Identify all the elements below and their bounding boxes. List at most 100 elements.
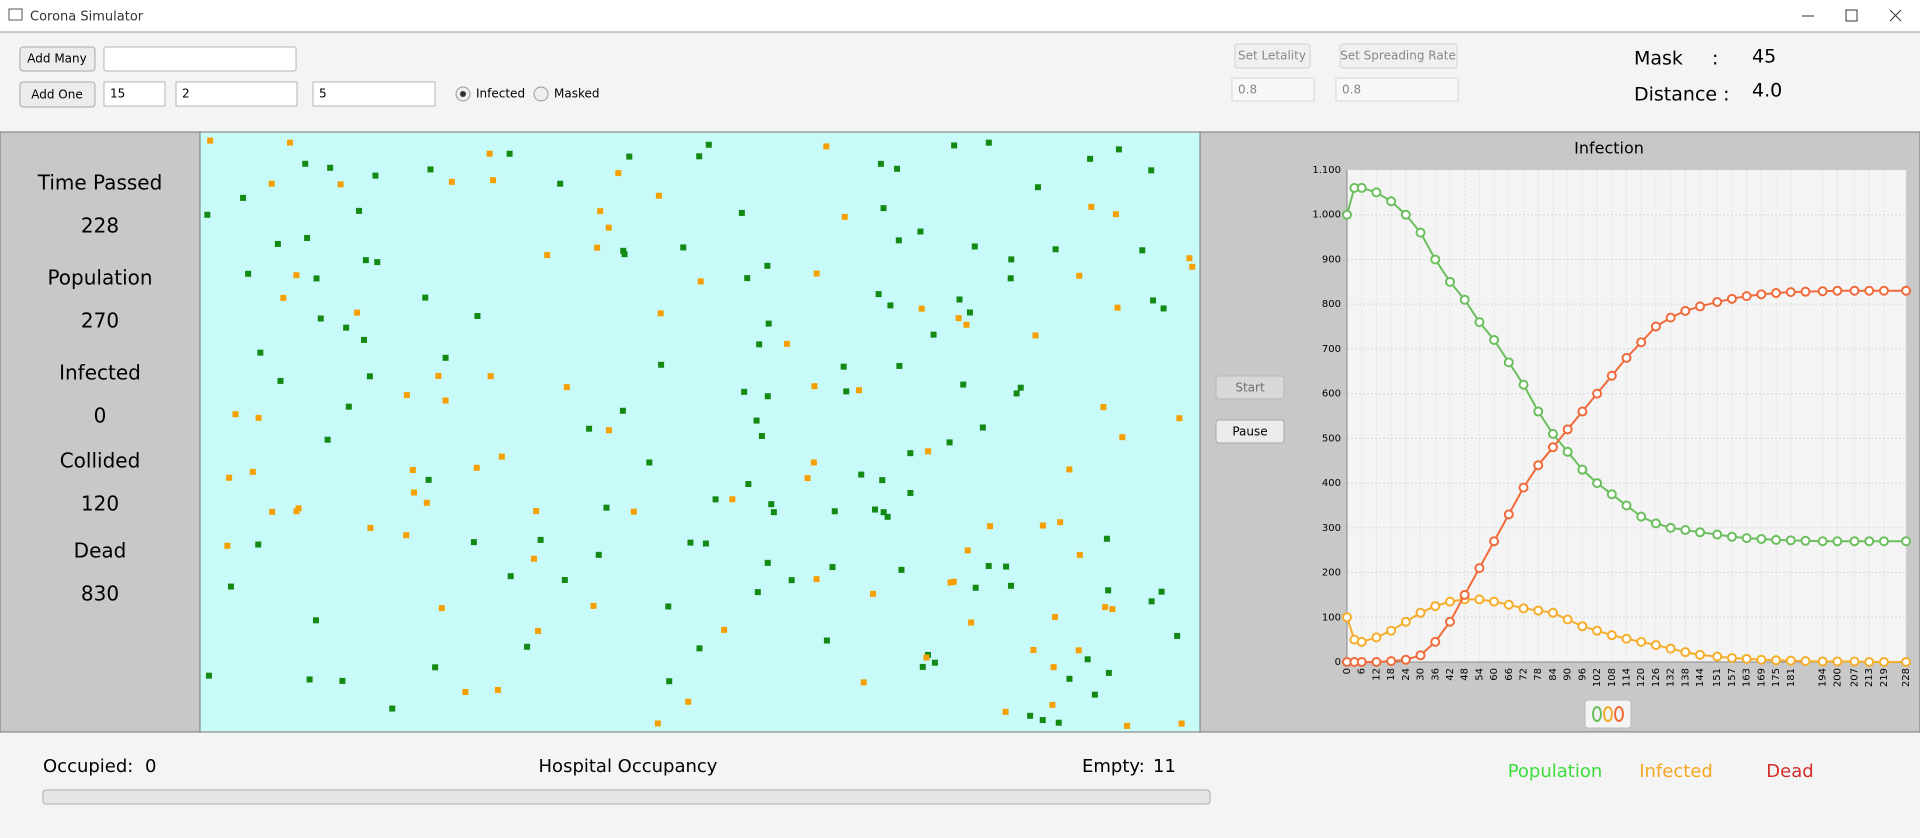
set-letality-button[interactable]: Set Letality	[1234, 43, 1311, 69]
input[interactable]	[1231, 77, 1315, 102]
hospital-title: Hospital Occupancy	[539, 756, 718, 777]
start-button[interactable]: Start	[1215, 375, 1285, 400]
person	[765, 320, 772, 327]
data-point	[1621, 352, 1632, 363]
person	[880, 205, 887, 212]
person	[403, 392, 410, 399]
person	[654, 720, 661, 727]
stat-value: 120	[81, 492, 119, 516]
person	[680, 244, 687, 251]
x-tick-label: 181	[1786, 668, 1797, 687]
data-point	[1849, 656, 1860, 667]
person	[313, 275, 320, 282]
person	[1039, 717, 1046, 724]
input[interactable]	[103, 81, 166, 107]
data-point	[1901, 536, 1911, 547]
person	[362, 257, 369, 264]
data-point	[1771, 534, 1782, 545]
person	[666, 678, 673, 685]
input[interactable]	[312, 81, 436, 107]
person	[586, 425, 593, 432]
person	[972, 584, 979, 591]
person	[879, 477, 886, 484]
data-point	[1430, 601, 1441, 612]
pause-button[interactable]: Pause	[1215, 419, 1285, 444]
person	[950, 578, 957, 585]
data-point	[1832, 656, 1843, 667]
input-value: 0.8	[1342, 83, 1361, 97]
person	[544, 252, 551, 259]
x-tick-label: 219	[1879, 668, 1890, 687]
person	[374, 259, 381, 266]
person	[563, 384, 570, 391]
data-point	[1415, 227, 1426, 238]
person	[425, 476, 432, 483]
person	[705, 141, 712, 148]
data-point	[1680, 525, 1691, 536]
person	[964, 547, 971, 554]
maximize[interactable]	[1845, 9, 1858, 22]
person	[474, 313, 481, 320]
data-point	[1503, 599, 1514, 610]
data-point	[1342, 612, 1352, 623]
person	[963, 321, 970, 328]
data-point	[1518, 482, 1529, 493]
set-spreading-button[interactable]: Set Spreading Rate	[1339, 43, 1458, 69]
data-point	[1832, 285, 1843, 296]
input[interactable]	[1335, 77, 1459, 102]
person	[1160, 305, 1167, 312]
person	[533, 508, 540, 515]
stat-label: Population	[47, 266, 152, 290]
person	[788, 577, 795, 584]
y-tick-label: 700	[1322, 344, 1341, 355]
person	[1075, 647, 1082, 654]
person	[1115, 146, 1122, 153]
person	[898, 566, 905, 573]
person	[605, 427, 612, 434]
button-label: Add Many	[27, 52, 86, 66]
person	[1055, 719, 1062, 726]
add-many-button[interactable]: Add Many	[19, 46, 96, 72]
person	[810, 459, 817, 466]
person	[422, 294, 429, 301]
person	[403, 532, 410, 539]
person	[1057, 519, 1064, 526]
x-tick-label: 78	[1533, 668, 1544, 681]
person	[758, 432, 765, 439]
add-one-button[interactable]: Add One	[19, 81, 96, 108]
person	[738, 209, 745, 216]
person	[280, 294, 287, 301]
person	[687, 539, 694, 546]
person	[605, 224, 612, 231]
close[interactable]	[1889, 9, 1902, 22]
data-point	[1415, 607, 1426, 618]
data-point	[1901, 285, 1911, 296]
person	[696, 153, 703, 160]
person	[324, 436, 331, 443]
input[interactable]	[175, 81, 298, 107]
person	[1027, 712, 1034, 719]
data-point	[1444, 276, 1455, 287]
person	[658, 361, 665, 368]
x-tick-label: 213	[1864, 668, 1875, 687]
person	[427, 166, 434, 173]
data-point	[1444, 596, 1455, 607]
data-point	[1400, 654, 1411, 665]
person	[917, 228, 924, 235]
person	[840, 363, 847, 370]
button-label: Set Letality	[1238, 49, 1306, 63]
person	[1186, 255, 1193, 262]
data-point	[1371, 187, 1382, 198]
person	[630, 508, 637, 515]
stats-panel	[0, 131, 201, 733]
radio[interactable]	[533, 86, 549, 102]
data-point	[1712, 529, 1723, 540]
person	[753, 417, 760, 424]
x-tick-label: 169	[1756, 668, 1767, 687]
button-label: Start	[1235, 381, 1265, 395]
add-many-input[interactable]	[103, 46, 297, 72]
person	[985, 139, 992, 146]
person	[887, 302, 894, 309]
person	[389, 705, 396, 712]
data-point	[1771, 288, 1782, 298]
